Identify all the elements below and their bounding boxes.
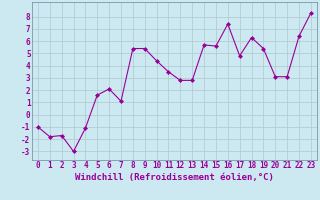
X-axis label: Windchill (Refroidissement éolien,°C): Windchill (Refroidissement éolien,°C): [75, 173, 274, 182]
